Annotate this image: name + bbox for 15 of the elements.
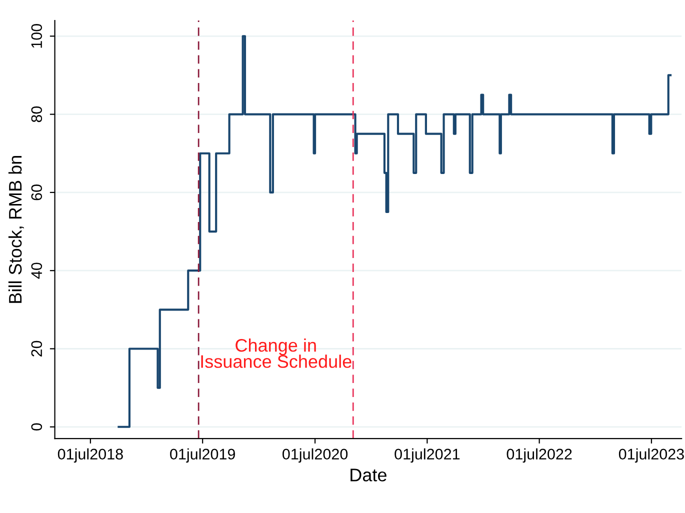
y-tick-label: 20	[31, 340, 42, 356]
y-tick-label: 80	[31, 106, 42, 122]
x-tick-label: 01jul2021	[394, 448, 460, 463]
x-tick-label: 01jul2022	[506, 448, 572, 463]
y-tick-label: 60	[31, 184, 42, 200]
x-tick-label: 01jul2019	[170, 448, 235, 463]
x-axis-title: Date	[350, 468, 386, 482]
x-tick-label: 01jul2023	[618, 448, 684, 463]
x-tick-label: 01jul2018	[58, 448, 123, 463]
y-tick-label: 40	[31, 262, 42, 279]
y-tick-label: 0	[31, 423, 42, 431]
y-axis-title: Bill Stock, RMB bn	[8, 156, 24, 303]
x-tick-label: 01jul2020	[282, 448, 348, 463]
y-tick-label: 100	[31, 24, 42, 48]
annotation: Change in Issuance Schedule	[201, 338, 352, 368]
